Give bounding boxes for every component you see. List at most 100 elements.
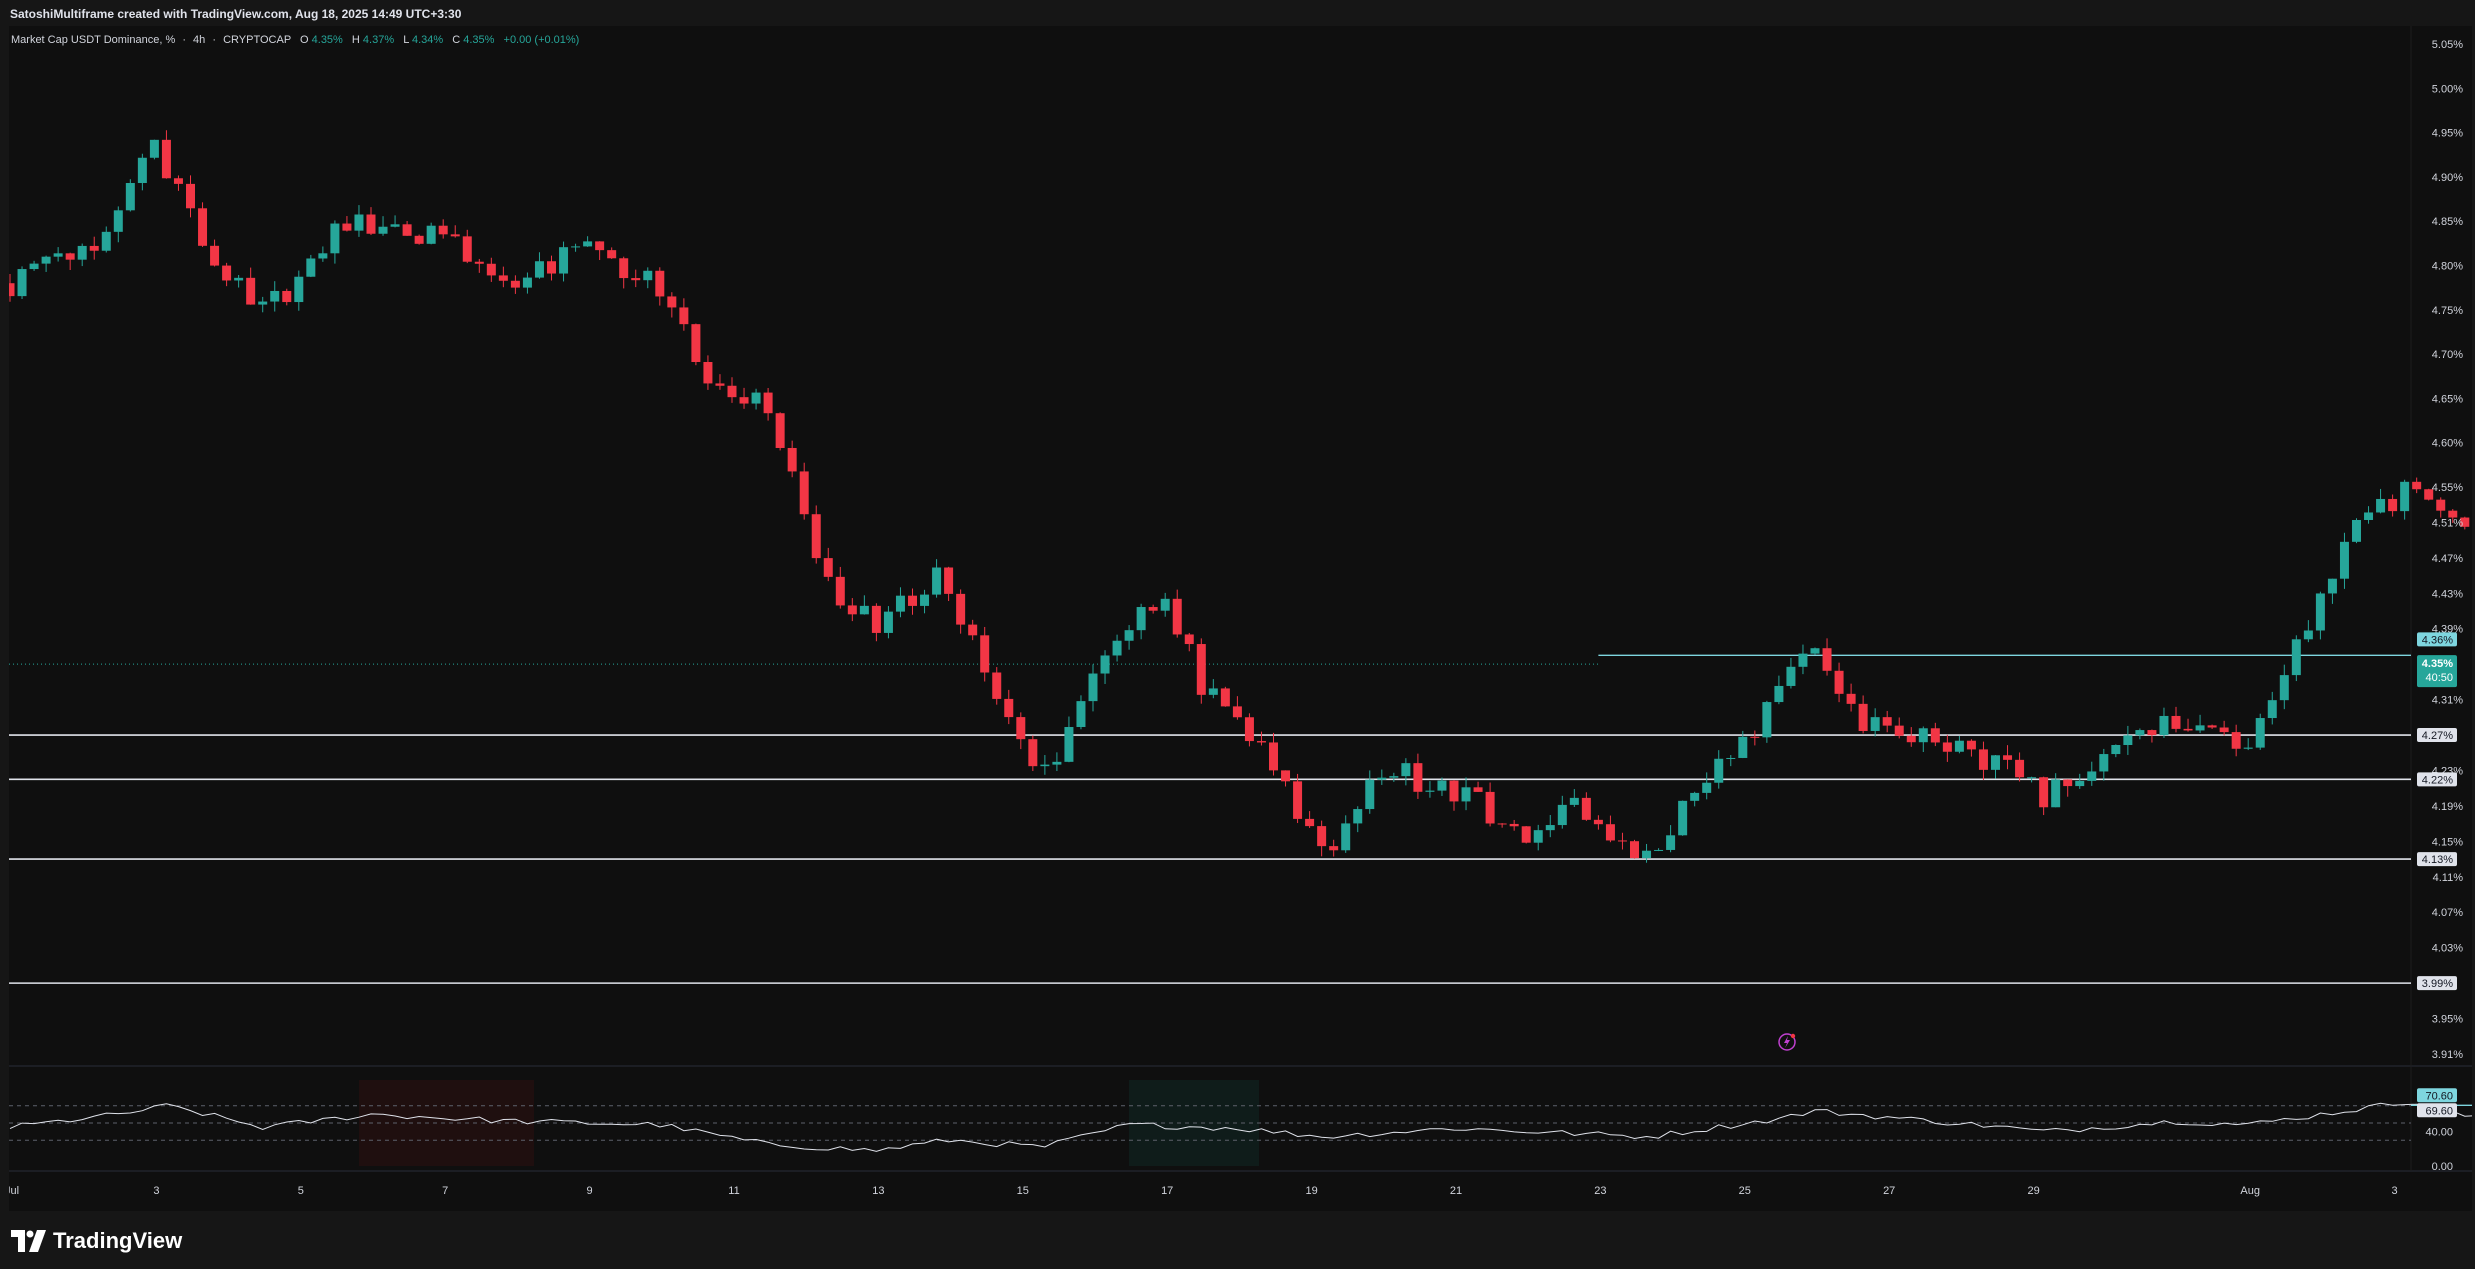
time-axis-label: 3 — [153, 1185, 159, 1197]
rsi-tag-70-60: 70.60 — [2417, 1088, 2457, 1103]
candle-body — [234, 277, 244, 281]
level-price-tag-text: 4.13% — [2422, 854, 2453, 866]
candle — [1124, 625, 1134, 650]
level-price-tag: 4.22% — [2417, 772, 2457, 787]
candle-body — [1593, 819, 1603, 825]
candle-body — [414, 235, 424, 244]
candle — [1509, 819, 1519, 831]
candle — [1738, 730, 1748, 759]
time-axis-label: 29 — [2027, 1185, 2039, 1197]
candle-body — [2412, 481, 2422, 490]
candle-body — [1052, 761, 1062, 765]
candle — [1160, 592, 1170, 617]
candle-body — [1112, 640, 1122, 656]
candle-body — [1750, 736, 1760, 738]
candle-body — [1305, 818, 1315, 827]
candle — [414, 234, 424, 245]
candle-body — [2231, 732, 2241, 749]
candle — [186, 175, 195, 218]
candle — [1269, 732, 1278, 776]
candle — [1413, 753, 1423, 799]
candle — [2436, 497, 2446, 518]
candle-body — [968, 624, 978, 636]
candle — [2171, 706, 2181, 733]
tradingview-brand[interactable]: TradingView — [11, 1228, 182, 1254]
rsi-tag-69-60: 69.60 — [2417, 1103, 2457, 1118]
candle — [426, 222, 436, 245]
candle-body — [330, 223, 340, 254]
candle — [498, 266, 508, 288]
candle — [1172, 589, 1182, 638]
alert-lightning-icon[interactable] — [1778, 1033, 1796, 1051]
candle — [1293, 773, 1303, 824]
candle — [1906, 727, 1916, 747]
resistance-price-tag-bg — [2417, 632, 2457, 647]
candle-body — [41, 256, 51, 264]
candle — [1702, 772, 1712, 800]
candle-body — [1004, 698, 1014, 718]
candle — [1545, 814, 1555, 838]
candle-body — [1762, 702, 1772, 738]
candle — [1762, 700, 1772, 743]
price-scale-label: 5.00% — [2432, 83, 2463, 95]
candle — [1678, 800, 1688, 836]
candle-body — [956, 593, 966, 625]
candle-body — [65, 253, 75, 260]
candle-body — [2364, 512, 2374, 520]
candle — [787, 440, 797, 478]
candle — [534, 252, 544, 279]
chart-credit: SatoshiMultiframe created with TradingVi… — [10, 7, 462, 21]
candle — [270, 281, 280, 312]
price-chart-svg[interactable]: 5.05% 5.00% 4.95% 4.90% 4.85% 4.80% 4.75% 4.70%… — [9, 26, 2472, 1211]
candle — [318, 246, 328, 262]
candle — [847, 598, 857, 622]
candle-body — [1244, 717, 1254, 742]
candle-body — [992, 672, 1002, 699]
candle — [1846, 683, 1856, 712]
candle — [53, 247, 63, 262]
candle — [1317, 820, 1327, 857]
candle-body — [763, 392, 773, 414]
candle-body — [2279, 675, 2289, 701]
candle — [1978, 741, 1988, 781]
countdown-value: 40:50 — [2425, 672, 2453, 684]
candle — [956, 589, 966, 634]
level-price-tag: 3.99% — [2417, 976, 2457, 991]
candle-body — [667, 296, 677, 308]
candle — [438, 219, 448, 239]
candle — [871, 603, 881, 642]
legend-interval: 4h — [193, 34, 205, 46]
candle-body — [871, 605, 881, 633]
candle — [125, 179, 135, 212]
candle-body — [1810, 648, 1820, 654]
candle — [739, 387, 749, 409]
candle — [161, 130, 171, 179]
candle — [1401, 758, 1411, 786]
candle-body — [823, 558, 833, 577]
candle — [1617, 832, 1627, 850]
candle-body — [2267, 700, 2277, 719]
candle — [1148, 604, 1158, 614]
candle — [1593, 815, 1603, 830]
candle — [932, 559, 942, 598]
candle — [2111, 744, 2121, 758]
candle — [258, 296, 268, 313]
candle — [643, 267, 653, 289]
legend-high-value: 4.37% — [363, 34, 394, 46]
legend-low-value: 4.34% — [412, 34, 443, 46]
candle — [1966, 739, 1976, 757]
candle-body — [787, 447, 797, 472]
candle-body — [1726, 757, 1736, 759]
candle — [2219, 720, 2229, 736]
candle-body — [1461, 787, 1471, 802]
candle — [1581, 792, 1591, 821]
chart-panel[interactable]: 5.05% 5.00% 4.95% 4.90% 4.85% 4.80% 4.75% 4.70%… — [9, 26, 2472, 1211]
candle-body — [715, 383, 725, 386]
candle — [2315, 591, 2325, 640]
footer-bar: TradingView — [0, 1211, 2475, 1269]
candle-body — [1016, 717, 1026, 740]
level-price-tag-bg — [2417, 728, 2457, 743]
candle — [631, 269, 641, 288]
candle-body — [559, 247, 569, 274]
candle-body — [173, 178, 183, 184]
